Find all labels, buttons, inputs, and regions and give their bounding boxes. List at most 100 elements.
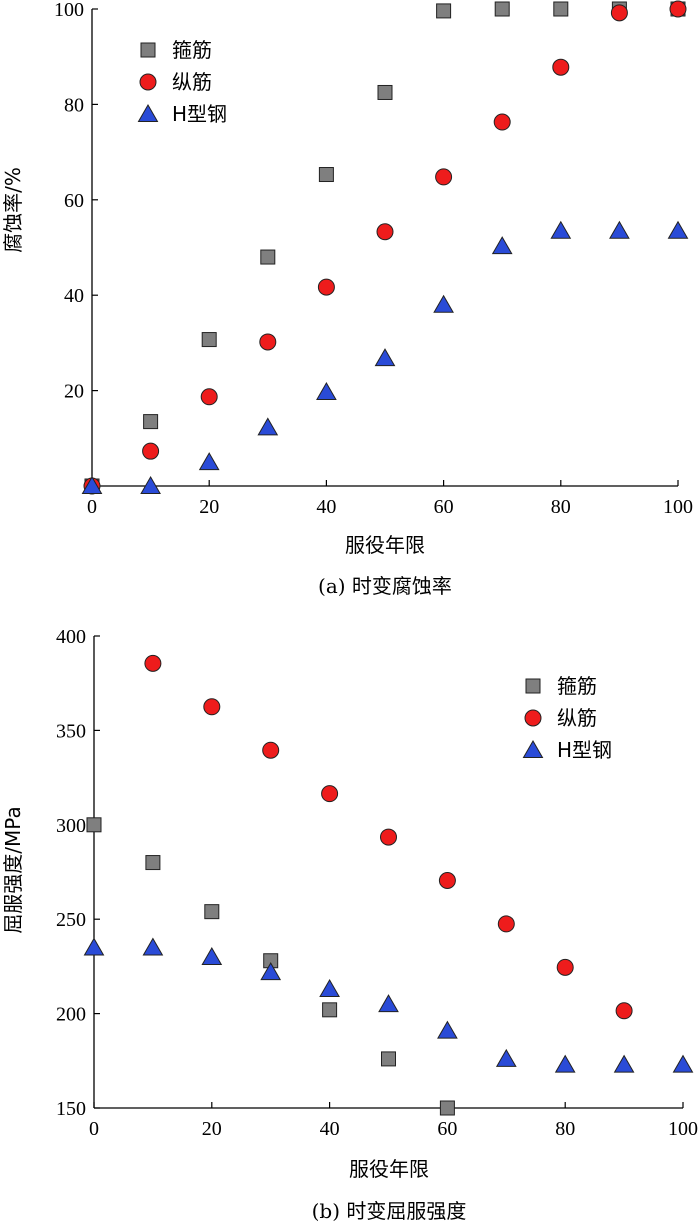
data-point-hsteel <box>81 475 103 494</box>
data-point-longitudinal <box>552 58 570 76</box>
x-tick-label: 60 <box>434 496 454 518</box>
x-tick-label: 0 <box>87 496 97 518</box>
chart-a-caption: (a) 时变腐蚀率 <box>318 574 452 598</box>
data-point-stirrup <box>377 84 393 100</box>
data-point-stirrup <box>260 249 276 265</box>
chart-b-x-title: 服役年限 <box>349 1157 429 1181</box>
y-tick-label: 60 <box>64 190 84 212</box>
chart-a-marks <box>81 0 689 495</box>
legend-triangle-marker-icon <box>522 739 544 758</box>
data-point-stirrup <box>322 1002 338 1018</box>
data-point-hsteel <box>319 979 340 998</box>
data-point-longitudinal <box>203 698 221 716</box>
data-point-longitudinal <box>556 958 574 976</box>
x-tick-label: 100 <box>668 1118 698 1140</box>
y-tick-label: 400 <box>56 626 86 648</box>
x-tick-label: 20 <box>199 496 219 518</box>
legend-square-marker-icon <box>140 42 156 58</box>
y-tick-label: 150 <box>56 1098 86 1120</box>
chart-b-y-title: 屈服强度/MPa <box>1 806 25 933</box>
data-point-longitudinal <box>144 654 162 672</box>
data-point-longitudinal <box>493 113 511 131</box>
x-tick-label: 60 <box>437 1118 457 1140</box>
data-point-hsteel <box>142 937 164 956</box>
data-point-stirrup <box>436 3 452 19</box>
data-point-hsteel <box>83 937 105 956</box>
data-point-hsteel <box>378 994 399 1013</box>
data-point-longitudinal <box>669 0 687 18</box>
data-point-stirrup <box>143 414 159 430</box>
chart-a-x-title: 服役年限 <box>345 533 425 557</box>
x-tick-label: 100 <box>663 496 693 518</box>
data-point-longitudinal <box>610 4 628 22</box>
data-point-hsteel <box>550 220 572 239</box>
data-point-longitudinal <box>317 278 335 296</box>
y-tick-label: 300 <box>56 815 86 837</box>
data-point-stirrup <box>145 855 161 871</box>
data-point-stirrup <box>494 1 510 17</box>
data-point-hsteel <box>495 1048 517 1067</box>
y-tick-label: 250 <box>56 909 86 931</box>
data-point-stirrup <box>86 817 102 833</box>
legend-label-hsteel: H型钢 <box>172 102 227 126</box>
data-point-stirrup <box>381 1051 396 1067</box>
data-point-hsteel <box>374 348 396 367</box>
data-point-hsteel <box>437 1020 458 1039</box>
data-point-longitudinal <box>321 785 339 803</box>
data-point-hsteel <box>433 294 454 313</box>
data-point-stirrup <box>553 1 569 17</box>
data-point-stirrup <box>204 904 220 920</box>
chart-b-ticks: 0 20 40 60 80 100 150 200 250 300 350 400 <box>56 626 698 1140</box>
x-tick-label: 40 <box>316 496 336 518</box>
data-point-hsteel <box>667 220 689 239</box>
legend-label-stirrup: 箍筋 <box>172 38 212 62</box>
data-point-hsteel <box>260 962 282 981</box>
legend-label-stirrup: 箍筋 <box>557 674 597 698</box>
y-tick-label: 80 <box>64 94 84 116</box>
data-point-longitudinal <box>262 741 280 759</box>
data-point-stirrup <box>201 332 217 348</box>
data-point-longitudinal <box>200 388 218 406</box>
data-point-stirrup <box>318 167 334 183</box>
data-point-hsteel <box>201 946 223 965</box>
data-point-hsteel <box>613 1054 635 1073</box>
data-point-longitudinal <box>438 871 456 889</box>
y-tick-label: 100 <box>54 0 84 21</box>
x-tick-label: 0 <box>89 1118 99 1140</box>
y-tick-label: 200 <box>56 1004 86 1026</box>
data-point-longitudinal <box>259 333 277 351</box>
data-point-stirrup <box>439 1100 455 1116</box>
data-point-longitudinal <box>615 1002 633 1020</box>
data-point-longitudinal <box>142 442 160 460</box>
chart-a-y-title: 腐蚀率/% <box>1 167 25 253</box>
chart-a-ticks: 0 20 40 60 80 100 20 40 60 80 100 <box>54 0 693 518</box>
data-point-hsteel <box>672 1054 694 1073</box>
data-point-longitudinal <box>376 223 394 241</box>
legend-label-longitudinal: 纵筋 <box>172 70 212 94</box>
data-point-hsteel <box>316 382 337 401</box>
legend-circle-marker-icon <box>524 709 542 727</box>
x-tick-label: 80 <box>551 496 571 518</box>
data-point-hsteel <box>140 475 161 494</box>
y-tick-label: 40 <box>64 285 84 307</box>
legend-triangle-marker-icon <box>137 103 159 122</box>
data-point-hsteel <box>554 1054 576 1073</box>
legend-square-marker-icon <box>525 678 541 694</box>
legend-label-longitudinal: 纵筋 <box>557 706 597 730</box>
data-point-longitudinal <box>380 828 397 846</box>
chart-b-marks <box>83 654 694 1116</box>
legend-circle-marker-icon <box>139 73 157 91</box>
x-tick-label: 40 <box>320 1118 340 1140</box>
data-point-hsteel <box>198 452 220 471</box>
data-point-longitudinal <box>497 915 515 933</box>
y-tick-label: 20 <box>64 381 84 403</box>
x-tick-label: 20 <box>202 1118 222 1140</box>
x-tick-label: 80 <box>555 1118 575 1140</box>
data-point-longitudinal <box>435 168 453 186</box>
data-point-hsteel <box>609 220 630 239</box>
